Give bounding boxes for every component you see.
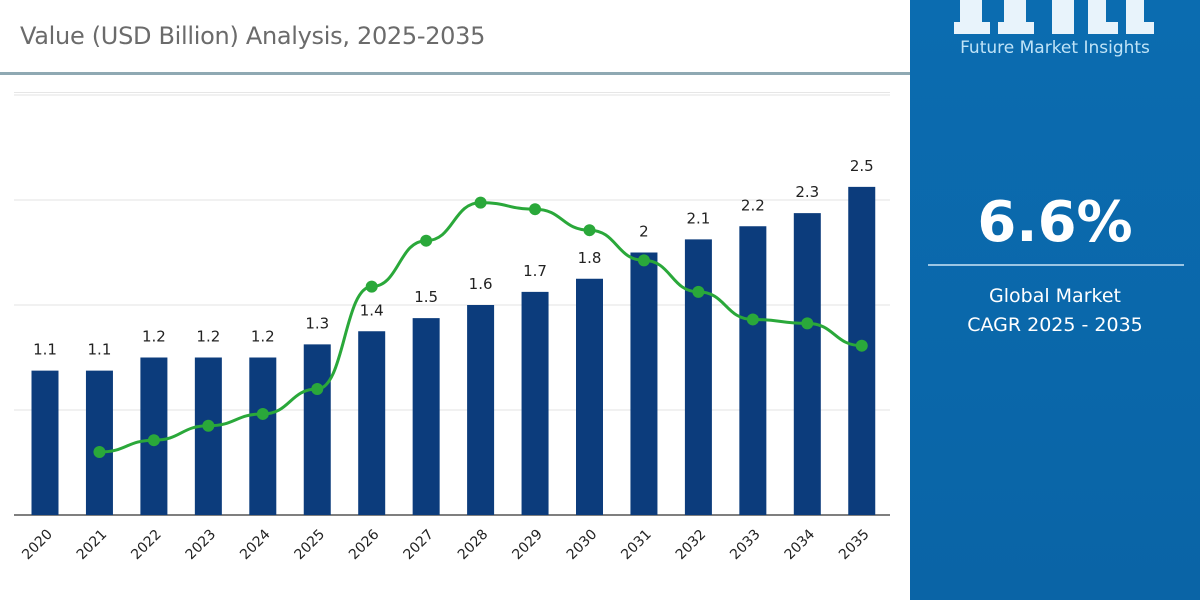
data-label-2031: 2 — [639, 223, 649, 241]
data-label-2035: 2.5 — [850, 157, 874, 175]
x-tick-2035: 2035 — [836, 527, 873, 564]
data-label-2029: 1.7 — [523, 262, 547, 280]
x-tick-2031: 2031 — [618, 527, 655, 564]
data-label-2024: 1.2 — [251, 328, 275, 346]
growth-point-2024 — [256, 407, 269, 420]
x-tick-2029: 2029 — [509, 527, 546, 564]
growth-point-2023 — [202, 419, 215, 432]
x-tick-2027: 2027 — [400, 527, 437, 564]
growth-point-2027 — [420, 234, 433, 247]
growth-point-2026 — [365, 280, 378, 293]
growth-point-2030 — [583, 224, 596, 237]
growth-point-2034 — [801, 317, 814, 330]
x-tick-2022: 2022 — [128, 527, 165, 564]
header-divider — [0, 72, 910, 75]
x-tick-2020: 2020 — [19, 527, 56, 564]
growth-point-2025 — [311, 383, 324, 395]
bar-2021 — [85, 370, 113, 515]
bar-2026 — [358, 331, 386, 515]
x-tick-2023: 2023 — [183, 527, 220, 564]
bar-2029 — [521, 291, 549, 515]
x-tick-2026: 2026 — [346, 526, 383, 563]
bar-2030 — [576, 278, 603, 515]
x-tick-2030: 2030 — [564, 527, 601, 564]
growth-point-2032 — [692, 285, 705, 298]
data-label-2025: 1.3 — [305, 314, 329, 332]
growth-point-2021 — [93, 446, 106, 458]
cagr-label-line1: Global Market — [989, 285, 1121, 307]
fmi-logo-icon — [954, 0, 1154, 34]
data-label-2030: 1.8 — [578, 249, 602, 267]
top-gridline-rule — [14, 92, 890, 93]
data-label-2028: 1.6 — [469, 275, 493, 293]
x-tick-2025: 2025 — [292, 527, 329, 564]
bar-2033 — [739, 226, 767, 515]
growth-point-2029 — [529, 203, 542, 216]
bar-2025 — [303, 344, 331, 515]
x-tick-2028: 2028 — [455, 527, 492, 564]
data-label-2033: 2.2 — [741, 196, 765, 214]
growth-point-2031 — [637, 254, 650, 267]
growth-point-2028 — [474, 196, 487, 209]
bar-2027 — [412, 318, 440, 515]
cagr-value: 6.6% — [977, 190, 1133, 255]
bar-2034 — [793, 213, 821, 515]
growth-point-2035 — [855, 339, 868, 352]
x-tick-2032: 2032 — [673, 527, 710, 564]
x-tick-2033: 2033 — [727, 527, 764, 564]
bar-line-chart: 1.1 2020 1.1 2021 1.2 2022 1.2 2023 1.2 2024 1.3 20… — [14, 94, 890, 564]
data-label-2021: 1.1 — [88, 341, 112, 359]
data-label-2027: 1.5 — [414, 288, 438, 306]
x-tick-2024: 2024 — [237, 526, 274, 563]
data-label-2020: 1.1 — [33, 341, 57, 359]
brand-name: Future Market Insights — [960, 38, 1150, 58]
bar-2020 — [31, 370, 59, 515]
growth-point-2033 — [746, 313, 759, 326]
data-label-2034: 2.3 — [795, 183, 819, 201]
panel-divider — [928, 264, 1184, 266]
growth-point-2022 — [147, 434, 160, 447]
x-tick-2034: 2034 — [782, 526, 819, 563]
bar-2032 — [684, 239, 712, 515]
data-label-2032: 2.1 — [686, 209, 710, 227]
bar-2023 — [194, 357, 222, 515]
cagr-label-line2: CAGR 2025 - 2035 — [967, 314, 1143, 336]
x-tick-2021: 2021 — [74, 527, 111, 564]
cagr-description: Global Market CAGR 2025 - 2035 — [910, 282, 1200, 340]
chart-title: Value (USD Billion) Analysis, 2025-2035 — [20, 22, 486, 50]
data-label-2022: 1.2 — [142, 328, 166, 346]
bar-2024 — [249, 357, 277, 515]
data-label-2023: 1.2 — [196, 328, 220, 346]
data-label-2026: 1.4 — [360, 301, 384, 319]
bar-2028 — [467, 305, 495, 515]
side-panel: Future Market Insights 6.6% Global Marke… — [910, 0, 1200, 600]
growth-line — [99, 201, 862, 454]
bar-2031 — [630, 252, 658, 515]
